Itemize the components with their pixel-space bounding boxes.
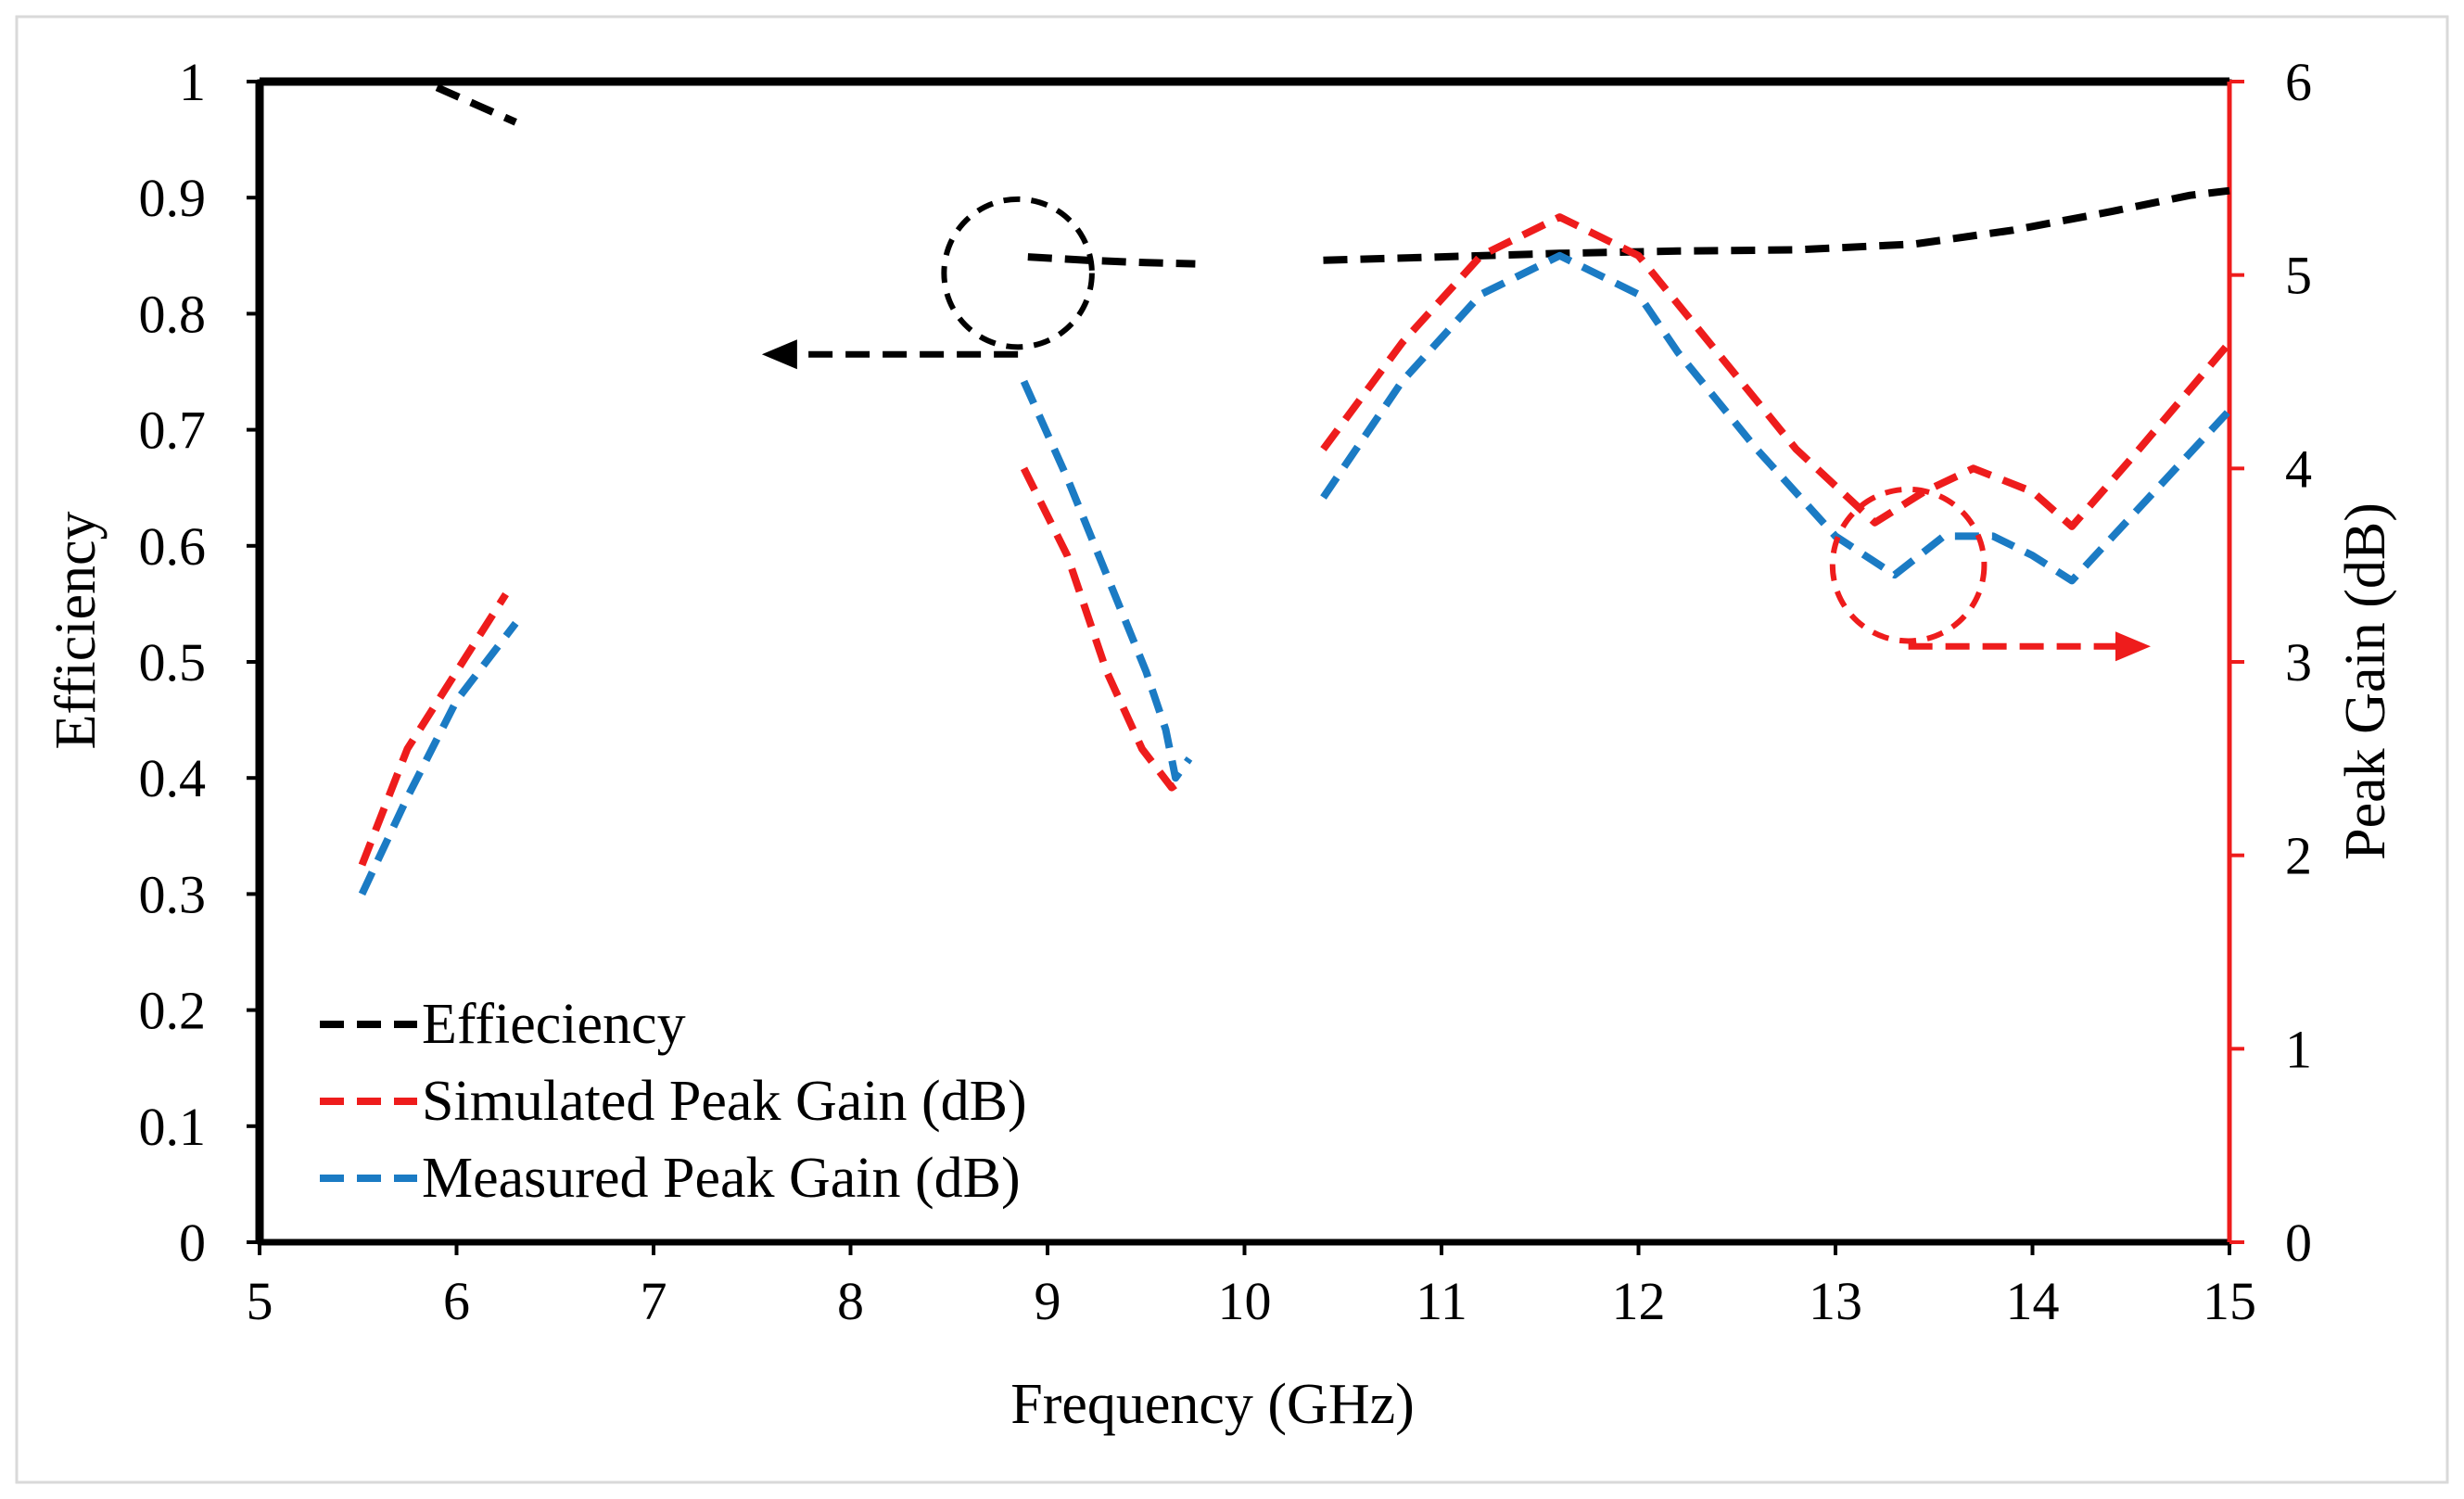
series-line-effieciency-segment-2 xyxy=(1027,253,1196,268)
x-tick-label: 5 xyxy=(247,1271,273,1331)
y-axis-left-ticks: 0 0.1 0.2 0.3 0.4 0.5 0.6 0.7 0.8 0.9 1 xyxy=(139,52,260,1273)
series-line-simulated-peak-gain-db-segment-3 xyxy=(1320,213,2233,530)
x-tick-label: 14 xyxy=(2006,1271,2060,1331)
annotation-arrow-head-2 xyxy=(2115,631,2151,662)
annotation-arrow-head-1 xyxy=(761,339,797,370)
x-axis-ticks: 5 6 7 8 9 10 11 12 13 14 15 xyxy=(247,1242,2256,1331)
y-tick-label: 1 xyxy=(179,52,206,112)
y2-tick-label: 4 xyxy=(2285,438,2312,499)
series-line-measured-peak-gain-db-segment-2 xyxy=(1020,379,1193,782)
series-line-effieciency-segment-3 xyxy=(1323,186,2230,264)
x-tick-label: 8 xyxy=(837,1271,864,1331)
y-axis-right-label: Peak Gain (dB) xyxy=(2334,502,2397,860)
legend-label: Measured Peak Gain (dB) xyxy=(422,1147,1021,1210)
annotation-circle-1 xyxy=(941,196,1095,350)
y-tick-label: 0.8 xyxy=(139,284,207,344)
y-tick-label: 0.3 xyxy=(139,864,207,924)
y2-tick-label: 1 xyxy=(2285,1019,2312,1079)
series-line-measured-peak-gain-db-segment-1 xyxy=(358,620,519,896)
y-axis-left-label: Efficiency xyxy=(44,511,108,749)
y2-tick-label: 2 xyxy=(2285,826,2312,886)
y-tick-label: 0.9 xyxy=(139,168,207,228)
x-tick-label: 7 xyxy=(641,1271,667,1331)
figure-frame xyxy=(15,15,2449,1484)
x-tick-label: 11 xyxy=(1416,1271,1467,1331)
y2-tick-label: 3 xyxy=(2285,632,2312,692)
series-line-effieciency-segment-1 xyxy=(435,83,517,126)
annotation-layer xyxy=(761,196,2151,662)
series-effieciency xyxy=(435,83,2230,268)
series-line-simulated-peak-gain-db-segment-2 xyxy=(1020,466,1188,792)
y-tick-label: 0.2 xyxy=(139,981,207,1041)
y-tick-label: 0 xyxy=(179,1213,206,1273)
x-axis-label: Frequency (GHz) xyxy=(1010,1373,1415,1436)
x-tick-label: 6 xyxy=(443,1271,470,1331)
y2-tick-label: 6 xyxy=(2285,52,2312,112)
legend-label: Effieciency xyxy=(422,993,686,1056)
x-tick-label: 15 xyxy=(2203,1271,2256,1331)
y2-tick-label: 5 xyxy=(2285,246,2312,306)
x-tick-label: 13 xyxy=(1809,1271,1862,1331)
y-tick-label: 0.7 xyxy=(139,400,207,461)
y-tick-label: 0.5 xyxy=(139,632,207,692)
y2-tick-label: 0 xyxy=(2285,1213,2312,1273)
series-layer xyxy=(358,83,2233,896)
y-tick-label: 0.4 xyxy=(139,748,207,808)
y-axis-right-ticks: 0 1 2 3 4 5 6 xyxy=(2229,52,2312,1273)
x-tick-label: 12 xyxy=(1612,1271,1666,1331)
series-simulated-peak-gain-db xyxy=(358,213,2233,867)
x-tick-label: 10 xyxy=(1218,1271,1272,1331)
x-tick-label: 9 xyxy=(1035,1271,1061,1331)
y-tick-label: 0.6 xyxy=(139,516,207,577)
annotation-circle-2 xyxy=(1829,486,1988,644)
series-line-simulated-peak-gain-db-segment-1 xyxy=(358,591,509,867)
legend-label: Simulated Peak Gain (dB) xyxy=(422,1070,1027,1133)
y-tick-label: 0.1 xyxy=(139,1097,207,1157)
legend: Effieciency Simulated Peak Gain (dB) Measu… xyxy=(320,993,1027,1210)
